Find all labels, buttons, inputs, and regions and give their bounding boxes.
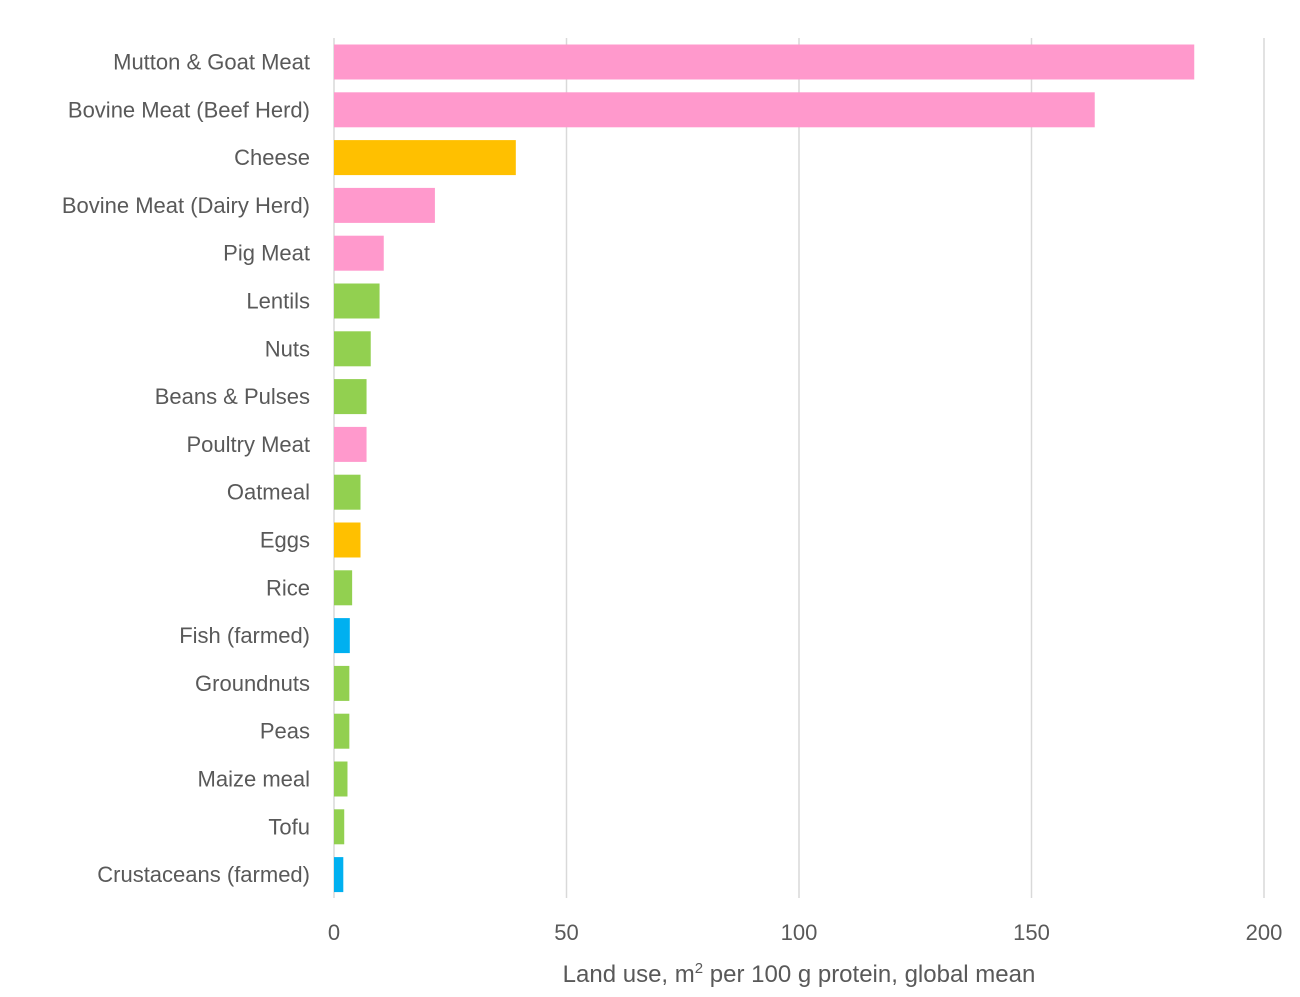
bar-maize-meal xyxy=(334,761,348,797)
category-label-bovine-meat-dairy-herd: Bovine Meat (Dairy Herd) xyxy=(62,193,310,218)
category-label-rice: Rice xyxy=(266,575,310,600)
x-axis-title-superscript: 2 xyxy=(695,960,703,977)
bar-cheese xyxy=(334,140,516,176)
bar-bovine-meat-beef-herd xyxy=(334,92,1095,128)
category-label-crustaceans-farmed: Crustaceans (farmed) xyxy=(97,862,310,887)
x-tick-label-100: 100 xyxy=(781,920,818,945)
bars xyxy=(334,44,1195,893)
category-label-groundnuts: Groundnuts xyxy=(195,671,310,696)
category-label-beans-pulses: Beans & Pulses xyxy=(155,384,310,409)
bar-lentils xyxy=(334,283,380,319)
category-label-tofu: Tofu xyxy=(268,814,310,839)
bar-tofu xyxy=(334,809,345,845)
bar-pig-meat xyxy=(334,235,384,271)
category-label-mutton-goat-meat: Mutton & Goat Meat xyxy=(113,50,310,75)
x-tick-label-0: 0 xyxy=(328,920,340,945)
category-label-nuts: Nuts xyxy=(265,336,310,361)
bar-crustaceans-farmed xyxy=(334,857,344,893)
category-label-pig-meat: Pig Meat xyxy=(223,241,310,266)
category-label-oatmeal: Oatmeal xyxy=(227,480,310,505)
bar-mutton-goat-meat xyxy=(334,44,1195,80)
x-tick-label-50: 50 xyxy=(554,920,578,945)
category-label-peas: Peas xyxy=(260,719,310,744)
bar-groundnuts xyxy=(334,665,350,701)
bar-poultry-meat xyxy=(334,426,367,462)
x-tick-label-200: 200 xyxy=(1246,920,1283,945)
bar-fish-farmed xyxy=(334,618,350,654)
bar-rice xyxy=(334,570,353,606)
bar-peas xyxy=(334,713,350,749)
category-label-lentils: Lentils xyxy=(246,289,310,314)
category-label-cheese: Cheese xyxy=(234,145,310,170)
x-tick-label-150: 150 xyxy=(1013,920,1050,945)
bar-bovine-meat-dairy-herd xyxy=(334,187,435,223)
bar-oatmeal xyxy=(334,474,361,510)
category-label-eggs: Eggs xyxy=(260,528,310,553)
bar-beans-pulses xyxy=(334,379,367,415)
category-label-maize-meal: Maize meal xyxy=(198,767,310,792)
bar-eggs xyxy=(334,522,361,558)
x-axis-title: Land use, m2 per 100 g protein, global m… xyxy=(563,960,1036,988)
category-label-poultry-meat: Poultry Meat xyxy=(187,432,311,457)
category-label-fish-farmed: Fish (farmed) xyxy=(179,623,310,648)
gridlines xyxy=(333,38,1265,898)
bar-nuts xyxy=(334,331,371,367)
x-axis-ticks: 0 50 100 150 200 xyxy=(328,920,1282,945)
category-labels: Mutton & Goat Meat Bovine Meat (Beef Herd… xyxy=(62,50,310,888)
category-label-bovine-meat-beef-herd: Bovine Meat (Beef Herd) xyxy=(68,97,310,122)
